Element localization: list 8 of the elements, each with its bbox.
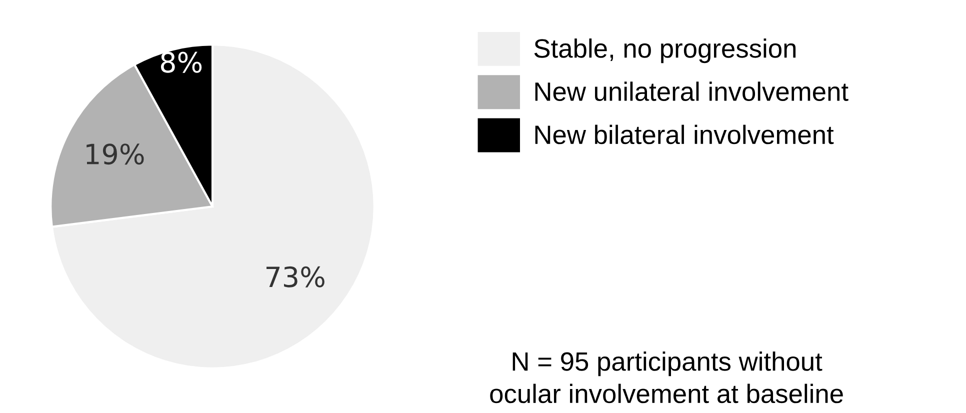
legend-label: New bilateral involvement [535,124,834,144]
text: N = 95 participants without ocular involvement at baseline [490,352,843,404]
legend-label: New unilateral involvement [535,82,848,102]
pie-slice [50,44,376,370]
data-label: 8% [160,52,202,73]
data-label: 73% [266,266,324,288]
data-label: 19% [86,144,144,165]
legend-label: Stable, no progression [534,38,796,64]
